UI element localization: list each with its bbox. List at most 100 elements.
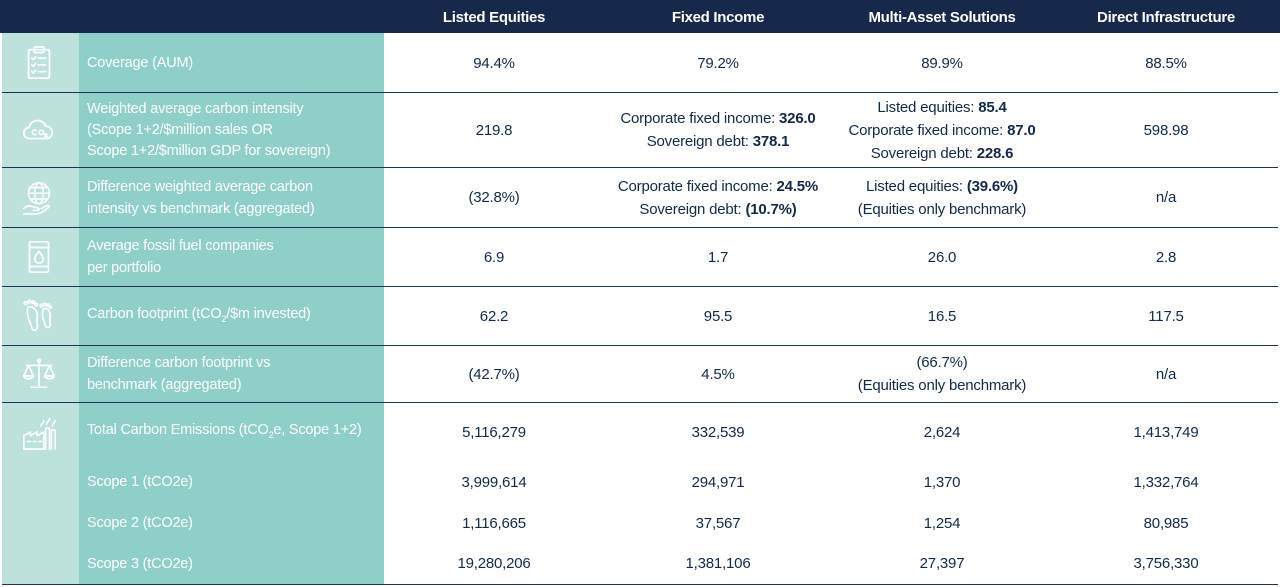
co2-cloud-icon [0, 93, 77, 167]
label-fossil: Average fossil fuel companies per portfo… [87, 228, 379, 286]
cell-diff-waci-listed: (32.8%) [468, 189, 520, 206]
label-line: Scope 1+2/$million GDP for sovereign) [87, 142, 331, 159]
cell-total-fixed: 332,539 [691, 423, 745, 441]
row-divider [2, 92, 1278, 93]
footprints-icon [0, 287, 77, 345]
label-line: per portfolio [87, 260, 161, 276]
cell-text: (Equities only benchmark) [857, 377, 1027, 394]
cell-value: 228.6 [976, 144, 1014, 162]
cell-footprint-infra: 117.5 [1148, 307, 1184, 325]
cell-scope2-multi: 1,254 [923, 514, 961, 532]
label-column [79, 33, 384, 585]
cell-coverage-fixed: 79.2% [697, 54, 739, 72]
cell-scope3-infra: 3,756,330 [1133, 555, 1199, 572]
label-scope3: Scope 3 (tCO2e) [87, 555, 193, 572]
label-text: Carbon footprint (tCO [87, 305, 222, 322]
cell-waci-multi: Listed equities: 85.4 Corporate fixed in… [832, 93, 1052, 167]
row-divider [2, 402, 1278, 403]
oil-barrel-icon [0, 228, 77, 286]
label-scope1: Scope 1 (tCO2e) [87, 474, 193, 490]
cell-text: Corporate fixed income: [848, 121, 1008, 139]
cell-diff-footprint-multi: (66.7%) (Equities only benchmark) [832, 346, 1052, 402]
clipboard-checklist-icon [0, 34, 77, 92]
cell-scope3-fixed: 1,381,106 [685, 555, 751, 572]
label-coverage: Coverage (AUM) [87, 55, 193, 71]
label-total-emissions: Total Carbon Emissions (tCO2e, Scope 1+2… [87, 403, 379, 461]
cell-value: 85.4 [978, 98, 1007, 116]
label-line: intensity vs benchmark (aggregated) [87, 200, 315, 217]
balance-scale-icon [0, 346, 77, 402]
label-line: Difference weighted average carbon [87, 178, 313, 195]
cell-text: Sovereign debt: [646, 133, 753, 150]
cell-text: (Equities only benchmark) [857, 200, 1027, 218]
icon-column [2, 33, 79, 585]
row-divider [2, 227, 1278, 228]
cell-fossil-listed: 6.9 [483, 248, 505, 266]
label-diff-footprint: Difference carbon footprint vs benchmark… [87, 346, 379, 402]
label-line: benchmark (aggregated) [87, 377, 242, 393]
cell-text: Listed equities: [866, 177, 967, 195]
label-line: Average fossil fuel companies [87, 238, 274, 254]
cell-fossil-fixed: 1.7 [707, 248, 729, 266]
cell-value: 378.1 [752, 133, 790, 150]
label-line: Weighted average carbon intensity [87, 100, 304, 117]
cell-diff-footprint-infra: n/a [1155, 365, 1177, 383]
label-line: Difference carbon footprint vs [87, 355, 271, 371]
cell-fossil-infra: 2.8 [1155, 248, 1177, 266]
cell-coverage-infra: 88.5% [1145, 54, 1187, 72]
header-direct-infrastructure: Direct Infrastructure [1097, 9, 1235, 26]
label-footprint: Carbon footprint (tCO2/$m invested) [87, 287, 379, 345]
cell-fossil-multi: 26.0 [927, 248, 957, 266]
cell-scope1-infra: 1,332,764 [1133, 473, 1199, 491]
cell-footprint-listed: 62.2 [479, 307, 509, 325]
label-subscript: 2 [268, 429, 274, 440]
cell-coverage-multi: 89.9% [921, 54, 963, 72]
cell-scope3-multi: 27,397 [919, 555, 965, 572]
cell-value: (66.7%) [916, 354, 968, 371]
label-diff-waci: Difference weighted average carbon inten… [87, 168, 379, 227]
cell-value: 24.5% [776, 177, 819, 195]
cell-diff-waci-multi: Listed equities: (39.6%) (Equities only … [832, 168, 1052, 227]
cell-scope2-infra: 80,985 [1143, 514, 1189, 532]
cell-text: Listed equities: [877, 98, 979, 116]
cell-scope3-listed: 19,280,206 [457, 555, 531, 572]
row-divider [2, 345, 1278, 346]
cell-value: 87.0 [1007, 121, 1036, 139]
cell-diff-footprint-listed: (42.7%) [468, 365, 520, 383]
row-divider [2, 167, 1278, 168]
cell-text: Corporate fixed income: [620, 110, 780, 127]
label-text: /$m invested) [226, 305, 311, 322]
cell-scope1-listed: 3,999,614 [461, 473, 527, 491]
cell-diff-footprint-fixed: 4.5% [701, 365, 735, 383]
label-line: (Scope 1+2/$million sales OR [87, 121, 273, 138]
label-text: e, Scope 1+2) [273, 421, 362, 438]
cell-text: Sovereign debt: [870, 144, 977, 162]
row-divider [2, 584, 1278, 585]
cell-value: (39.6%) [966, 177, 1018, 195]
cell-waci-listed: 219.8 [475, 121, 513, 139]
cell-text: Corporate fixed income: [617, 177, 777, 195]
row-divider [2, 286, 1278, 287]
globe-hand-icon [0, 168, 77, 227]
cell-value: 326.0 [779, 110, 816, 127]
label-scope2: Scope 2 (tCO2e) [87, 515, 193, 531]
cell-waci-infra: 598.98 [1143, 121, 1189, 139]
table-header: Listed Equities Fixed Income Multi-Asset… [0, 0, 1280, 33]
header-fixed-income: Fixed Income [671, 9, 765, 26]
label-text: Total Carbon Emissions (tCO [87, 421, 269, 438]
cell-value: (10.7%) [745, 200, 797, 218]
cell-diff-waci-infra: n/a [1155, 189, 1177, 206]
cell-coverage-listed: 94.4% [473, 54, 515, 72]
cell-footprint-multi: 16.5 [927, 307, 957, 325]
factory-emissions-icon [0, 403, 77, 461]
cell-scope2-listed: 1,116,665 [462, 514, 526, 532]
header-listed-equities: Listed Equities [442, 9, 546, 26]
header-multi-asset-solutions: Multi-Asset Solutions [868, 9, 1016, 26]
cell-scope2-fixed: 37,567 [695, 514, 741, 532]
cell-waci-fixed: Corporate fixed income: 326.0 Sovereign … [604, 93, 832, 167]
label-waci: Weighted average carbon intensity (Scope… [87, 93, 379, 167]
label-subscript: 2 [221, 313, 227, 324]
cell-scope1-multi: 1,370 [923, 473, 961, 491]
cell-footprint-fixed: 95.5 [703, 307, 733, 325]
cell-total-multi: 2,624 [923, 423, 961, 441]
